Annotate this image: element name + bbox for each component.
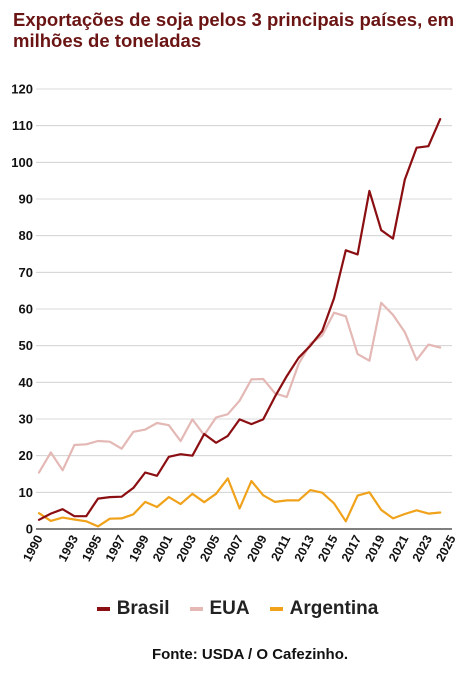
legend-item-eua: EUA [189,598,250,620]
legend-label-argentina: Argentina [289,598,379,619]
x-tick-label: 2007 [221,533,246,564]
x-tick-label: 2013 [292,533,317,564]
series-lines [37,117,442,528]
y-axis-ticks: 0 10 20 30 40 50 60 70 80 90 100 110 120 [11,82,33,537]
x-tick-label: 2005 [197,533,222,564]
legend-swatch-argentina [269,607,283,611]
legend-label-eua: EUA [209,598,250,619]
x-tick-label: 2009 [244,533,269,564]
source-note: Fonte: USDA / O Cafezinho. [151,646,349,663]
y-tick-label: 40 [19,375,33,390]
legend-item-brasil: Brasil [96,598,170,620]
y-tick-label: 100 [11,155,33,170]
x-axis-ticks: 1990 199319951997199920012003200520072009… [20,533,458,564]
series-line-argentina [37,477,442,528]
y-tick-label: 30 [19,412,33,427]
legend-label-brasil: Brasil [116,598,170,619]
y-tick-label: 0 [26,522,33,537]
legend: Brasil EUA Argentina [0,598,475,620]
y-tick-label: 110 [12,118,33,133]
x-tick-label: 2025 [433,533,458,564]
chart-title: Exportações de soja pelos 3 principais p… [13,9,455,51]
x-tick-label: 2001 [150,533,175,564]
x-tick-label: 2019 [362,533,387,564]
legend-swatch-eua [189,607,203,611]
grid-lines [36,88,452,530]
y-tick-label: 90 [19,192,33,207]
x-tick-label: 2015 [315,533,340,564]
x-tick-label: 2023 [410,533,435,564]
y-tick-label: 50 [19,338,33,353]
y-tick-label: 20 [19,448,33,463]
x-tick-label: 2017 [339,533,364,564]
x-tick-label: 1995 [79,533,104,564]
x-tick-label: 1999 [126,533,151,564]
y-tick-label: 120 [11,82,33,97]
y-tick-label: 80 [19,228,33,243]
y-tick-label: 10 [19,485,33,500]
x-tick-label: 2011 [268,533,293,564]
series-line-eua [37,301,442,474]
x-tick-label: 1990 [20,533,45,564]
x-tick-label: 2021 [386,533,411,564]
x-tick-label: 1993 [56,533,81,564]
y-tick-label: 60 [19,302,33,317]
x-tick-label: 1997 [103,533,128,564]
legend-swatch-brasil [96,607,110,611]
legend-item-argentina: Argentina [269,598,379,620]
series-line-brasil [37,117,442,521]
y-tick-label: 70 [19,265,33,280]
x-tick-label: 2003 [174,533,199,564]
